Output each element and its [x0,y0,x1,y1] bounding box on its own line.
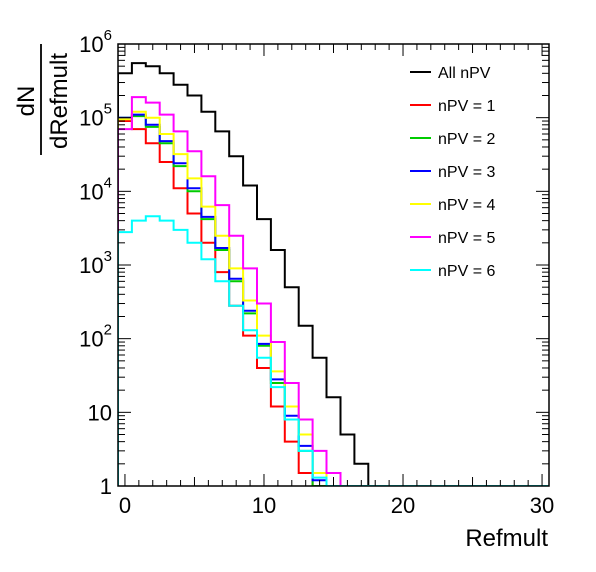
y-tick-label-0: 1 [100,474,112,499]
legend: All nPV nPV = 1 nPV = 2 nPV = 3 nPV = 4 nPV =… [410,65,495,280]
y-tick-label-exponent: 4 [104,174,112,191]
y-tick-label-base: 10 [88,400,112,425]
series-6-line [118,96,549,486]
y-tick-label-base: 10 [79,253,103,278]
y-tick-label-base: 10 [79,106,103,131]
series-layer [118,62,549,486]
legend-label-3: nPV = 2 [438,131,495,148]
x-tick-label-10: 10 [252,493,276,518]
y-tick-label-exponent: 3 [104,248,112,265]
series-3-line [118,115,549,486]
legend-label-2: nPV = 1 [438,98,495,115]
y-axis-label-numerator: dN [13,86,40,117]
y-tick-label-2: 102 [79,322,112,352]
x-tick-label-30: 30 [530,493,554,518]
y-tick-label-base: 10 [79,32,103,57]
legend-label-6: nPV = 5 [438,230,495,247]
legend-label-4: nPV = 3 [438,164,495,181]
x-axis-label: Refmult [465,525,548,552]
y-tick-label-exponent: 5 [104,101,112,118]
y-tick-label-base: 10 [79,327,103,352]
y-tick-label-base: 1 [100,474,112,499]
y-axis-label: dN dRefmult [13,44,73,155]
y-tick-label-5: 105 [79,101,112,131]
y-tick-label-6: 106 [79,27,112,57]
y-tick-label-3: 103 [79,248,112,278]
series-7-line [118,215,549,486]
legend-label-1: All nPV [438,65,491,82]
series-1-line [118,62,549,486]
y-tick-label-exponent: 2 [104,322,112,339]
y-tick-label-exponent: 6 [104,27,112,44]
legend-label-7: nPV = 6 [438,263,495,280]
legend-label-5: nPV = 4 [438,197,495,214]
y-tick-label-base: 10 [79,179,103,204]
x-tick-label-20: 20 [391,493,415,518]
y-tick-label-4: 104 [79,174,112,204]
y-tick-label-1: 10 [88,400,112,425]
y-axis-label-denominator: dRefmult [46,53,73,149]
x-tick-label-0: 0 [119,493,131,518]
